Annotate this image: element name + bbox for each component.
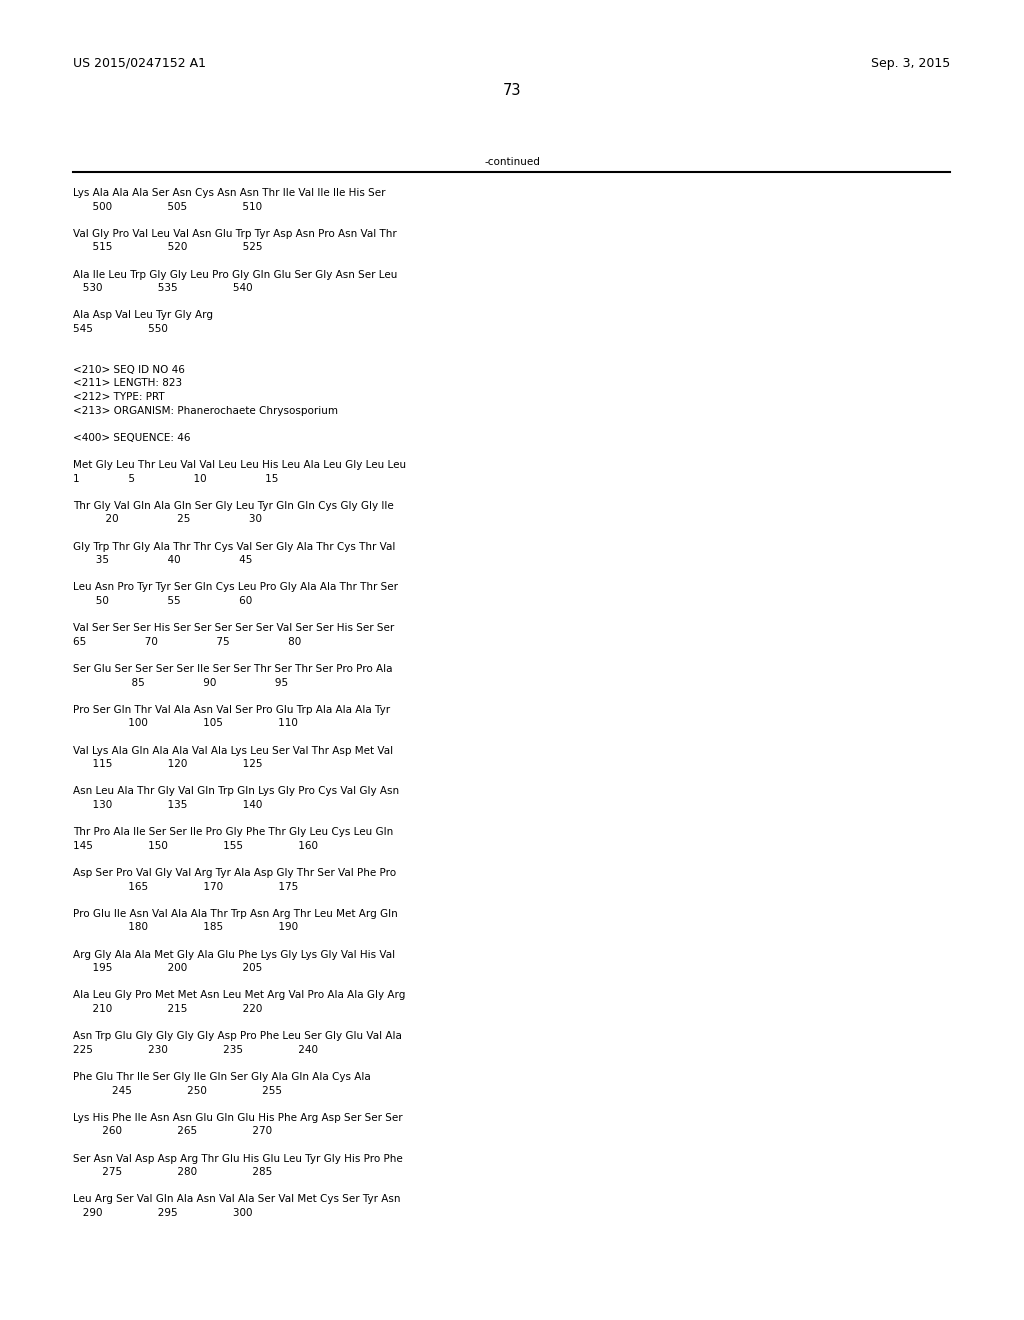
Text: <211> LENGTH: 823: <211> LENGTH: 823 xyxy=(73,379,182,388)
Text: 245                 250                 255: 245 250 255 xyxy=(73,1085,282,1096)
Text: Pro Glu Ile Asn Val Ala Ala Thr Trp Asn Arg Thr Leu Met Arg Gln: Pro Glu Ile Asn Val Ala Ala Thr Trp Asn … xyxy=(73,908,397,919)
Text: Sep. 3, 2015: Sep. 3, 2015 xyxy=(870,57,950,70)
Text: 260                 265                 270: 260 265 270 xyxy=(73,1126,272,1137)
Text: 195                 200                 205: 195 200 205 xyxy=(73,964,262,973)
Text: 145                 150                 155                 160: 145 150 155 160 xyxy=(73,841,318,851)
Text: 165                 170                 175: 165 170 175 xyxy=(73,882,298,891)
Text: Lys Ala Ala Ala Ser Asn Cys Asn Asn Thr Ile Val Ile Ile His Ser: Lys Ala Ala Ala Ser Asn Cys Asn Asn Thr … xyxy=(73,187,385,198)
Text: 1               5                  10                  15: 1 5 10 15 xyxy=(73,474,279,483)
Text: 130                 135                 140: 130 135 140 xyxy=(73,800,262,810)
Text: Lys His Phe Ile Asn Asn Glu Gln Glu His Phe Arg Asp Ser Ser Ser: Lys His Phe Ile Asn Asn Glu Gln Glu His … xyxy=(73,1113,402,1123)
Text: 530                 535                 540: 530 535 540 xyxy=(73,284,253,293)
Text: 545                 550: 545 550 xyxy=(73,323,168,334)
Text: 85                  90                  95: 85 90 95 xyxy=(73,677,288,688)
Text: <213> ORGANISM: Phanerochaete Chrysosporium: <213> ORGANISM: Phanerochaete Chrysospor… xyxy=(73,405,338,416)
Text: Ser Glu Ser Ser Ser Ser Ile Ser Ser Thr Ser Thr Ser Pro Pro Ala: Ser Glu Ser Ser Ser Ser Ile Ser Ser Thr … xyxy=(73,664,392,675)
Text: Val Ser Ser Ser His Ser Ser Ser Ser Ser Val Ser Ser His Ser Ser: Val Ser Ser Ser His Ser Ser Ser Ser Ser … xyxy=(73,623,394,634)
Text: 115                 120                 125: 115 120 125 xyxy=(73,759,262,770)
Text: 180                 185                 190: 180 185 190 xyxy=(73,923,298,932)
Text: 65                  70                  75                  80: 65 70 75 80 xyxy=(73,636,301,647)
Text: <212> TYPE: PRT: <212> TYPE: PRT xyxy=(73,392,165,403)
Text: 515                 520                 525: 515 520 525 xyxy=(73,243,262,252)
Text: Leu Asn Pro Tyr Tyr Ser Gln Cys Leu Pro Gly Ala Ala Thr Thr Ser: Leu Asn Pro Tyr Tyr Ser Gln Cys Leu Pro … xyxy=(73,582,398,593)
Text: Ala Asp Val Leu Tyr Gly Arg: Ala Asp Val Leu Tyr Gly Arg xyxy=(73,310,213,321)
Text: <210> SEQ ID NO 46: <210> SEQ ID NO 46 xyxy=(73,364,185,375)
Text: Ala Leu Gly Pro Met Met Asn Leu Met Arg Val Pro Ala Ala Gly Arg: Ala Leu Gly Pro Met Met Asn Leu Met Arg … xyxy=(73,990,406,1001)
Text: Pro Ser Gln Thr Val Ala Asn Val Ser Pro Glu Trp Ala Ala Ala Tyr: Pro Ser Gln Thr Val Ala Asn Val Ser Pro … xyxy=(73,705,390,715)
Text: -continued: -continued xyxy=(484,157,540,168)
Text: Asn Leu Ala Thr Gly Val Gln Trp Gln Lys Gly Pro Cys Val Gly Asn: Asn Leu Ala Thr Gly Val Gln Trp Gln Lys … xyxy=(73,787,399,796)
Text: Arg Gly Ala Ala Met Gly Ala Glu Phe Lys Gly Lys Gly Val His Val: Arg Gly Ala Ala Met Gly Ala Glu Phe Lys … xyxy=(73,949,395,960)
Text: 500                 505                 510: 500 505 510 xyxy=(73,202,262,211)
Text: 20                  25                  30: 20 25 30 xyxy=(73,515,262,524)
Text: US 2015/0247152 A1: US 2015/0247152 A1 xyxy=(73,57,206,70)
Text: 290                 295                 300: 290 295 300 xyxy=(73,1208,253,1218)
Text: Leu Arg Ser Val Gln Ala Asn Val Ala Ser Val Met Cys Ser Tyr Asn: Leu Arg Ser Val Gln Ala Asn Val Ala Ser … xyxy=(73,1195,400,1204)
Text: Gly Trp Thr Gly Ala Thr Thr Cys Val Ser Gly Ala Thr Cys Thr Val: Gly Trp Thr Gly Ala Thr Thr Cys Val Ser … xyxy=(73,541,395,552)
Text: 50                  55                  60: 50 55 60 xyxy=(73,597,252,606)
Text: <400> SEQUENCE: 46: <400> SEQUENCE: 46 xyxy=(73,433,190,442)
Text: 275                 280                 285: 275 280 285 xyxy=(73,1167,272,1177)
Text: 100                 105                 110: 100 105 110 xyxy=(73,718,298,729)
Text: 210                 215                 220: 210 215 220 xyxy=(73,1005,262,1014)
Text: Val Gly Pro Val Leu Val Asn Glu Trp Tyr Asp Asn Pro Asn Val Thr: Val Gly Pro Val Leu Val Asn Glu Trp Tyr … xyxy=(73,228,396,239)
Text: 73: 73 xyxy=(503,83,521,98)
Text: Thr Gly Val Gln Ala Gln Ser Gly Leu Tyr Gln Gln Cys Gly Gly Ile: Thr Gly Val Gln Ala Gln Ser Gly Leu Tyr … xyxy=(73,500,394,511)
Text: Ala Ile Leu Trp Gly Gly Leu Pro Gly Gln Glu Ser Gly Asn Ser Leu: Ala Ile Leu Trp Gly Gly Leu Pro Gly Gln … xyxy=(73,269,397,280)
Text: Met Gly Leu Thr Leu Val Val Leu Leu His Leu Ala Leu Gly Leu Leu: Met Gly Leu Thr Leu Val Val Leu Leu His … xyxy=(73,459,407,470)
Text: 225                 230                 235                 240: 225 230 235 240 xyxy=(73,1045,318,1055)
Text: Thr Pro Ala Ile Ser Ser Ile Pro Gly Phe Thr Gly Leu Cys Leu Gln: Thr Pro Ala Ile Ser Ser Ile Pro Gly Phe … xyxy=(73,828,393,837)
Text: Phe Glu Thr Ile Ser Gly Ile Gln Ser Gly Ala Gln Ala Cys Ala: Phe Glu Thr Ile Ser Gly Ile Gln Ser Gly … xyxy=(73,1072,371,1082)
Text: Ser Asn Val Asp Asp Arg Thr Glu His Glu Leu Tyr Gly His Pro Phe: Ser Asn Val Asp Asp Arg Thr Glu His Glu … xyxy=(73,1154,402,1164)
Text: Asn Trp Glu Gly Gly Gly Gly Asp Pro Phe Leu Ser Gly Glu Val Ala: Asn Trp Glu Gly Gly Gly Gly Asp Pro Phe … xyxy=(73,1031,401,1041)
Text: 35                  40                  45: 35 40 45 xyxy=(73,556,252,565)
Text: Val Lys Ala Gln Ala Ala Val Ala Lys Leu Ser Val Thr Asp Met Val: Val Lys Ala Gln Ala Ala Val Ala Lys Leu … xyxy=(73,746,393,755)
Text: Asp Ser Pro Val Gly Val Arg Tyr Ala Asp Gly Thr Ser Val Phe Pro: Asp Ser Pro Val Gly Val Arg Tyr Ala Asp … xyxy=(73,869,396,878)
